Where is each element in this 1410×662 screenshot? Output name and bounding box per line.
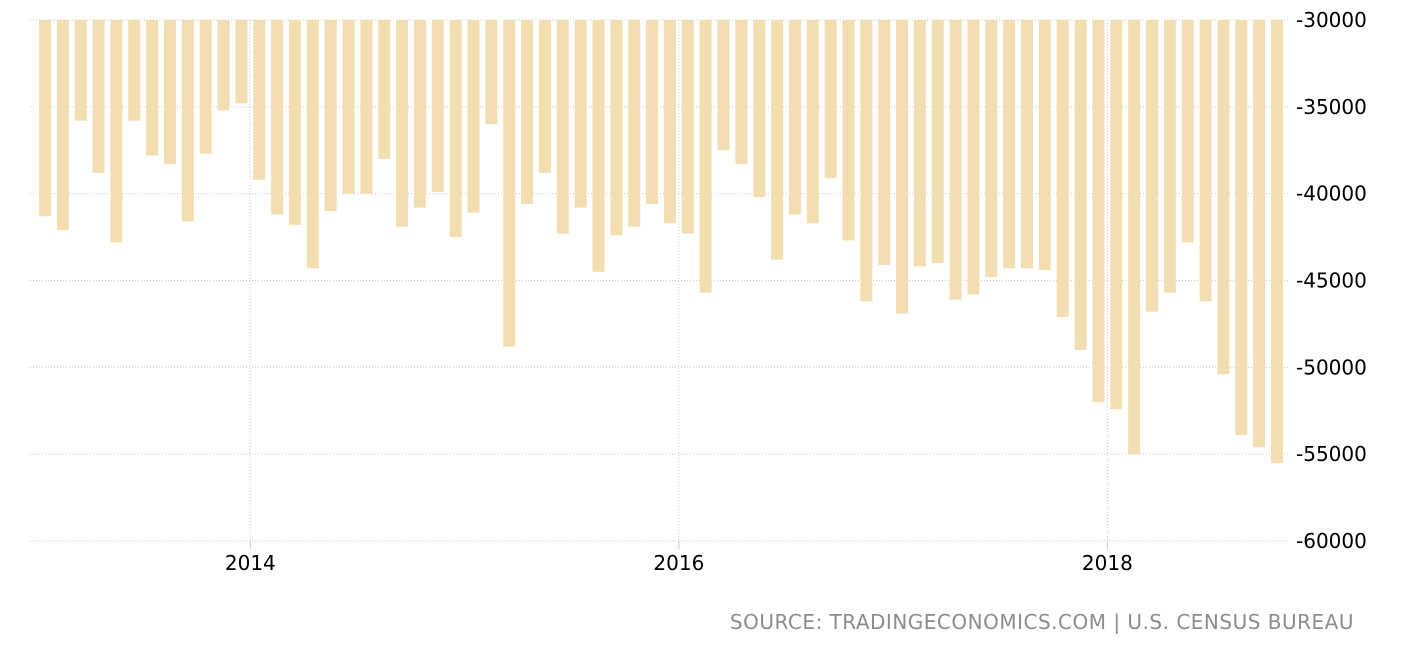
bar — [1038, 20, 1051, 271]
bar — [931, 20, 944, 264]
bar — [181, 20, 194, 222]
bar — [1146, 20, 1159, 312]
x-tick-label: 2016 — [653, 551, 704, 575]
bar — [342, 20, 355, 194]
y-tick-label: -60000 — [1296, 529, 1367, 553]
bar — [485, 20, 498, 125]
bar — [521, 20, 534, 205]
bar — [913, 20, 926, 267]
bar — [92, 20, 105, 173]
bar — [556, 20, 569, 234]
y-tick-label: -30000 — [1296, 8, 1367, 32]
bar — [449, 20, 462, 238]
y-axis: -30000 -35000 -40000 -45000 -50000 -55000 -600… — [1296, 8, 1367, 553]
bar — [163, 20, 176, 165]
bar — [306, 20, 319, 269]
bar — [574, 20, 587, 208]
bar — [39, 20, 51, 217]
bar — [860, 20, 873, 302]
bar — [288, 20, 301, 225]
bar — [1271, 20, 1283, 463]
bar — [199, 20, 212, 154]
bar — [1110, 20, 1123, 410]
bar — [56, 20, 69, 231]
bars — [39, 20, 1283, 463]
bar — [360, 20, 373, 194]
bar — [1181, 20, 1194, 243]
x-axis: 2014 2016 2018 — [225, 541, 1133, 575]
bar — [1092, 20, 1105, 403]
x-tick-label: 2014 — [225, 551, 276, 575]
bar — [967, 20, 980, 295]
bar — [1163, 20, 1176, 293]
bar — [949, 20, 962, 300]
bar — [628, 20, 641, 227]
bar — [717, 20, 730, 151]
bar — [806, 20, 819, 224]
bar — [74, 20, 87, 121]
bar — [431, 20, 444, 192]
bar — [1235, 20, 1248, 436]
y-tick-label: -55000 — [1296, 442, 1367, 466]
bar — [1199, 20, 1212, 302]
bar — [146, 20, 159, 156]
bar — [788, 20, 801, 215]
bar — [235, 20, 248, 104]
bar — [128, 20, 141, 121]
y-tick-label: -40000 — [1296, 182, 1367, 206]
bar — [592, 20, 605, 272]
y-tick-label: -35000 — [1296, 95, 1367, 119]
bar — [467, 20, 480, 213]
bar — [896, 20, 909, 314]
grid-lines — [30, 19, 1290, 542]
bar — [378, 20, 391, 159]
bar — [985, 20, 998, 278]
bar — [1217, 20, 1230, 375]
bar — [771, 20, 784, 260]
bar — [1128, 20, 1141, 455]
bar — [1003, 20, 1016, 269]
bar — [271, 20, 284, 215]
y-tick-label: -45000 — [1296, 269, 1367, 293]
bar — [646, 20, 659, 205]
bar — [503, 20, 516, 347]
bar — [663, 20, 676, 224]
bar — [1021, 20, 1034, 269]
bar — [1074, 20, 1087, 350]
y-tick-label: -50000 — [1296, 355, 1367, 379]
x-tick-label: 2018 — [1082, 551, 1133, 575]
bar — [699, 20, 712, 293]
bar — [824, 20, 837, 179]
bar — [735, 20, 748, 165]
bar — [753, 20, 766, 198]
bar — [538, 20, 551, 173]
bar — [396, 20, 409, 227]
bar — [1056, 20, 1069, 317]
bar — [1253, 20, 1266, 448]
bar — [681, 20, 694, 234]
bar — [324, 20, 337, 212]
bar — [413, 20, 426, 208]
bar — [878, 20, 891, 265]
source-credit: SOURCE: TRADINGECONOMICS.COM | U.S. CENS… — [729, 610, 1354, 634]
bar — [842, 20, 855, 241]
bar — [253, 20, 266, 180]
bar — [110, 20, 123, 243]
bar — [610, 20, 623, 236]
bar — [217, 20, 230, 111]
bar-chart: 2014 2016 2018 -30000 -35000 -40000 -45000 -50… — [30, 8, 1367, 575]
